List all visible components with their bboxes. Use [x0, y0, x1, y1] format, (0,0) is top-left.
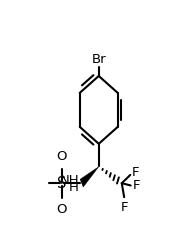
Polygon shape [80, 167, 99, 187]
Text: F: F [132, 166, 139, 179]
Text: H: H [69, 181, 79, 194]
Text: F: F [121, 201, 128, 214]
Text: O: O [56, 150, 67, 164]
Text: S: S [57, 176, 66, 191]
Text: NH: NH [59, 174, 79, 187]
Text: F: F [133, 179, 140, 192]
Text: O: O [56, 203, 67, 216]
Text: Br: Br [91, 53, 106, 66]
